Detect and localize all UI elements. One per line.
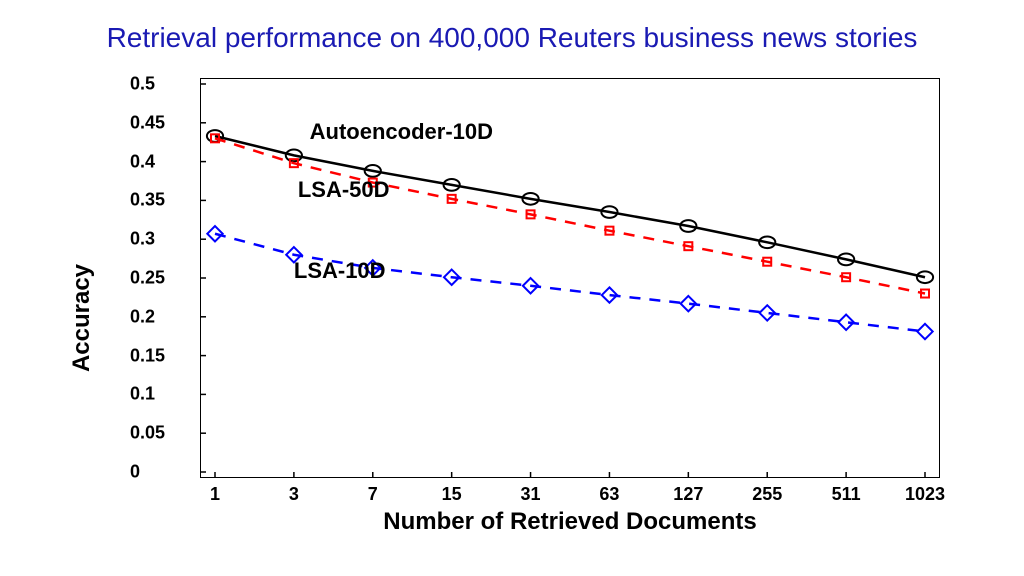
x-tick: 1023 (905, 484, 945, 505)
x-tick: 127 (673, 484, 703, 505)
x-axis-label: Number of Retrieved Documents (200, 508, 940, 536)
y-tick: 0.4 (130, 151, 192, 172)
y-tick-labels: 00.050.10.150.20.250.30.350.40.450.5 (130, 78, 200, 558)
x-tick: 15 (442, 484, 462, 505)
series-label: LSA-50D (298, 177, 390, 203)
y-tick: 0.35 (130, 190, 192, 211)
series-label: LSA-10D (294, 258, 386, 284)
series-label: Autoencoder-10D (310, 119, 493, 145)
x-tick: 511 (832, 484, 861, 505)
x-tick: 31 (521, 484, 541, 505)
x-tick: 3 (289, 484, 299, 505)
x-tick: 63 (599, 484, 619, 505)
x-tick: 255 (752, 484, 782, 505)
y-tick: 0.25 (130, 268, 192, 289)
y-tick: 0.15 (130, 345, 192, 366)
series-labels: Autoencoder-10D LSA-50D LSA-10D (200, 78, 940, 478)
page-title: Retrieval performance on 400,000 Reuters… (0, 22, 1024, 54)
y-tick: 0.2 (130, 306, 192, 327)
chart: Accuracy 00.050.10.150.20.250.30.350.40.… (130, 78, 960, 558)
x-tick: 7 (368, 484, 378, 505)
y-tick: 0.05 (130, 423, 192, 444)
y-tick: 0.45 (130, 112, 192, 133)
y-tick: 0.1 (130, 384, 192, 405)
y-axis-label: Accuracy (68, 264, 96, 372)
x-tick-labels: 1371531631272555111023 (200, 478, 940, 508)
y-tick: 0 (130, 462, 192, 483)
y-tick: 0.5 (130, 74, 192, 95)
x-tick: 1 (210, 484, 220, 505)
y-tick: 0.3 (130, 229, 192, 250)
